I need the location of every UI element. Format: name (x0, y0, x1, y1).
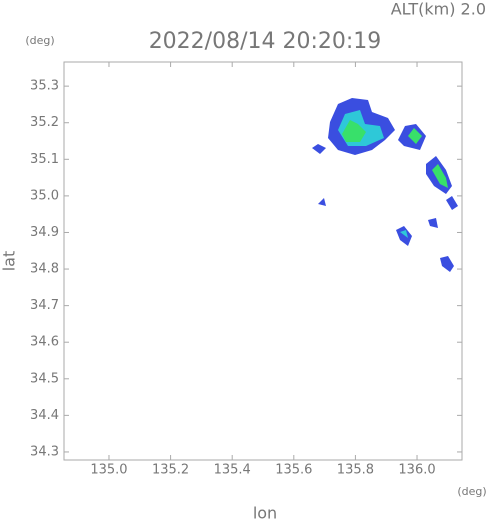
x-tick-label: 135.0 (90, 463, 127, 478)
x-tick-label: 135.6 (275, 463, 312, 478)
y-tick-label: 34.6 (30, 335, 59, 350)
plot-frame (63, 61, 463, 461)
x-axis-label: lon (253, 504, 277, 521)
echo (396, 226, 412, 246)
y-tick-label: 34.4 (30, 408, 59, 423)
x-tick-label: 135.4 (214, 463, 251, 478)
x-unit: (deg) (457, 485, 486, 498)
y-tick-label: 34.9 (30, 225, 59, 240)
y-tick-label: 35.3 (30, 79, 59, 94)
y-tick-label: 34.5 (30, 371, 59, 386)
x-tick-label: 135.2 (152, 463, 189, 478)
y-tick-label: 34.8 (30, 262, 59, 277)
x-tick-label: 136.0 (398, 463, 435, 478)
y-tick-label: 35.0 (30, 188, 59, 203)
echo (408, 128, 422, 144)
y-unit: (deg) (25, 34, 54, 47)
y-tick-label: 35.1 (30, 152, 59, 167)
echo (428, 218, 438, 228)
echo (432, 164, 448, 188)
echo (400, 230, 408, 238)
y-tick-label: 35.2 (30, 115, 59, 130)
echo (318, 198, 326, 206)
echo (342, 120, 366, 142)
chart-title: 2022/08/14 20:20:19 (149, 29, 382, 54)
x-tick-label: 135.8 (337, 463, 374, 478)
echo (446, 196, 458, 210)
y-tick-label: 34.7 (30, 298, 59, 313)
y-axis-label: lat (0, 251, 19, 272)
y-tick-label: 34.3 (30, 444, 59, 459)
radar-echoes (312, 98, 458, 272)
echo (440, 256, 454, 272)
altitude-label: ALT(km) 2.0 (391, 0, 486, 19)
echo (312, 144, 326, 154)
